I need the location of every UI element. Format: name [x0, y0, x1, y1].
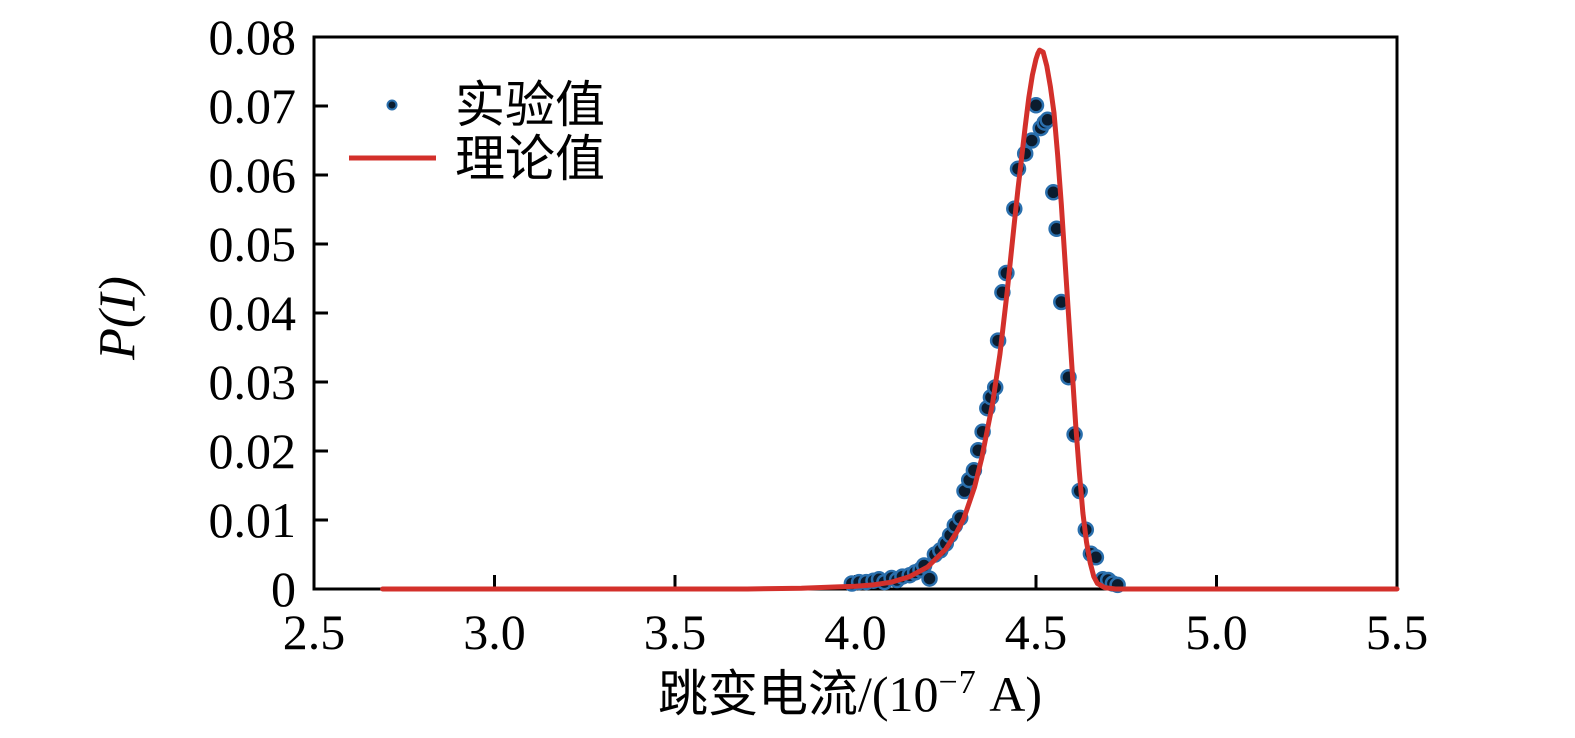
x-axis-title-exponent: −7: [938, 664, 977, 701]
data-point: [921, 570, 938, 587]
x-tick-label: 4.5: [1005, 604, 1068, 660]
data-point: [1027, 97, 1045, 114]
y-tick-label: 0: [271, 561, 296, 617]
y-tick-label: 0.06: [209, 147, 297, 203]
x-tick-label: 5.5: [1366, 604, 1429, 660]
x-tick-label: 3.0: [463, 604, 526, 660]
data-point: [1023, 132, 1040, 149]
x-tick-label: 5.0: [1185, 604, 1248, 660]
x-axis-title-suffix: A): [976, 666, 1042, 722]
y-tick-label: 0.07: [209, 78, 297, 134]
legend-label-experimental: 实验值: [455, 77, 605, 133]
x-tick-label: 2.5: [283, 604, 346, 660]
y-tick-label: 0.04: [209, 285, 297, 341]
y-tick-label: 0.05: [209, 216, 297, 272]
y-tick-label: 0.02: [209, 423, 297, 479]
theory-curve: [380, 47, 1400, 592]
x-tick-label: 4.0: [824, 604, 887, 660]
legend-label-theoretical: 理论值: [455, 131, 605, 187]
y-tick-label: 0.08: [209, 9, 297, 65]
y-axis-title: P(I): [89, 276, 147, 360]
x-axis-title: 跳变电流/(10−7 A): [658, 654, 1042, 726]
legend-marker-dot: [386, 99, 398, 111]
x-axis-title-prefix: 跳变电流/(10: [658, 666, 939, 722]
y-tick-label: 0.01: [209, 492, 297, 548]
x-tick-label: 3.5: [644, 604, 707, 660]
y-tick-label: 0.03: [209, 354, 297, 410]
